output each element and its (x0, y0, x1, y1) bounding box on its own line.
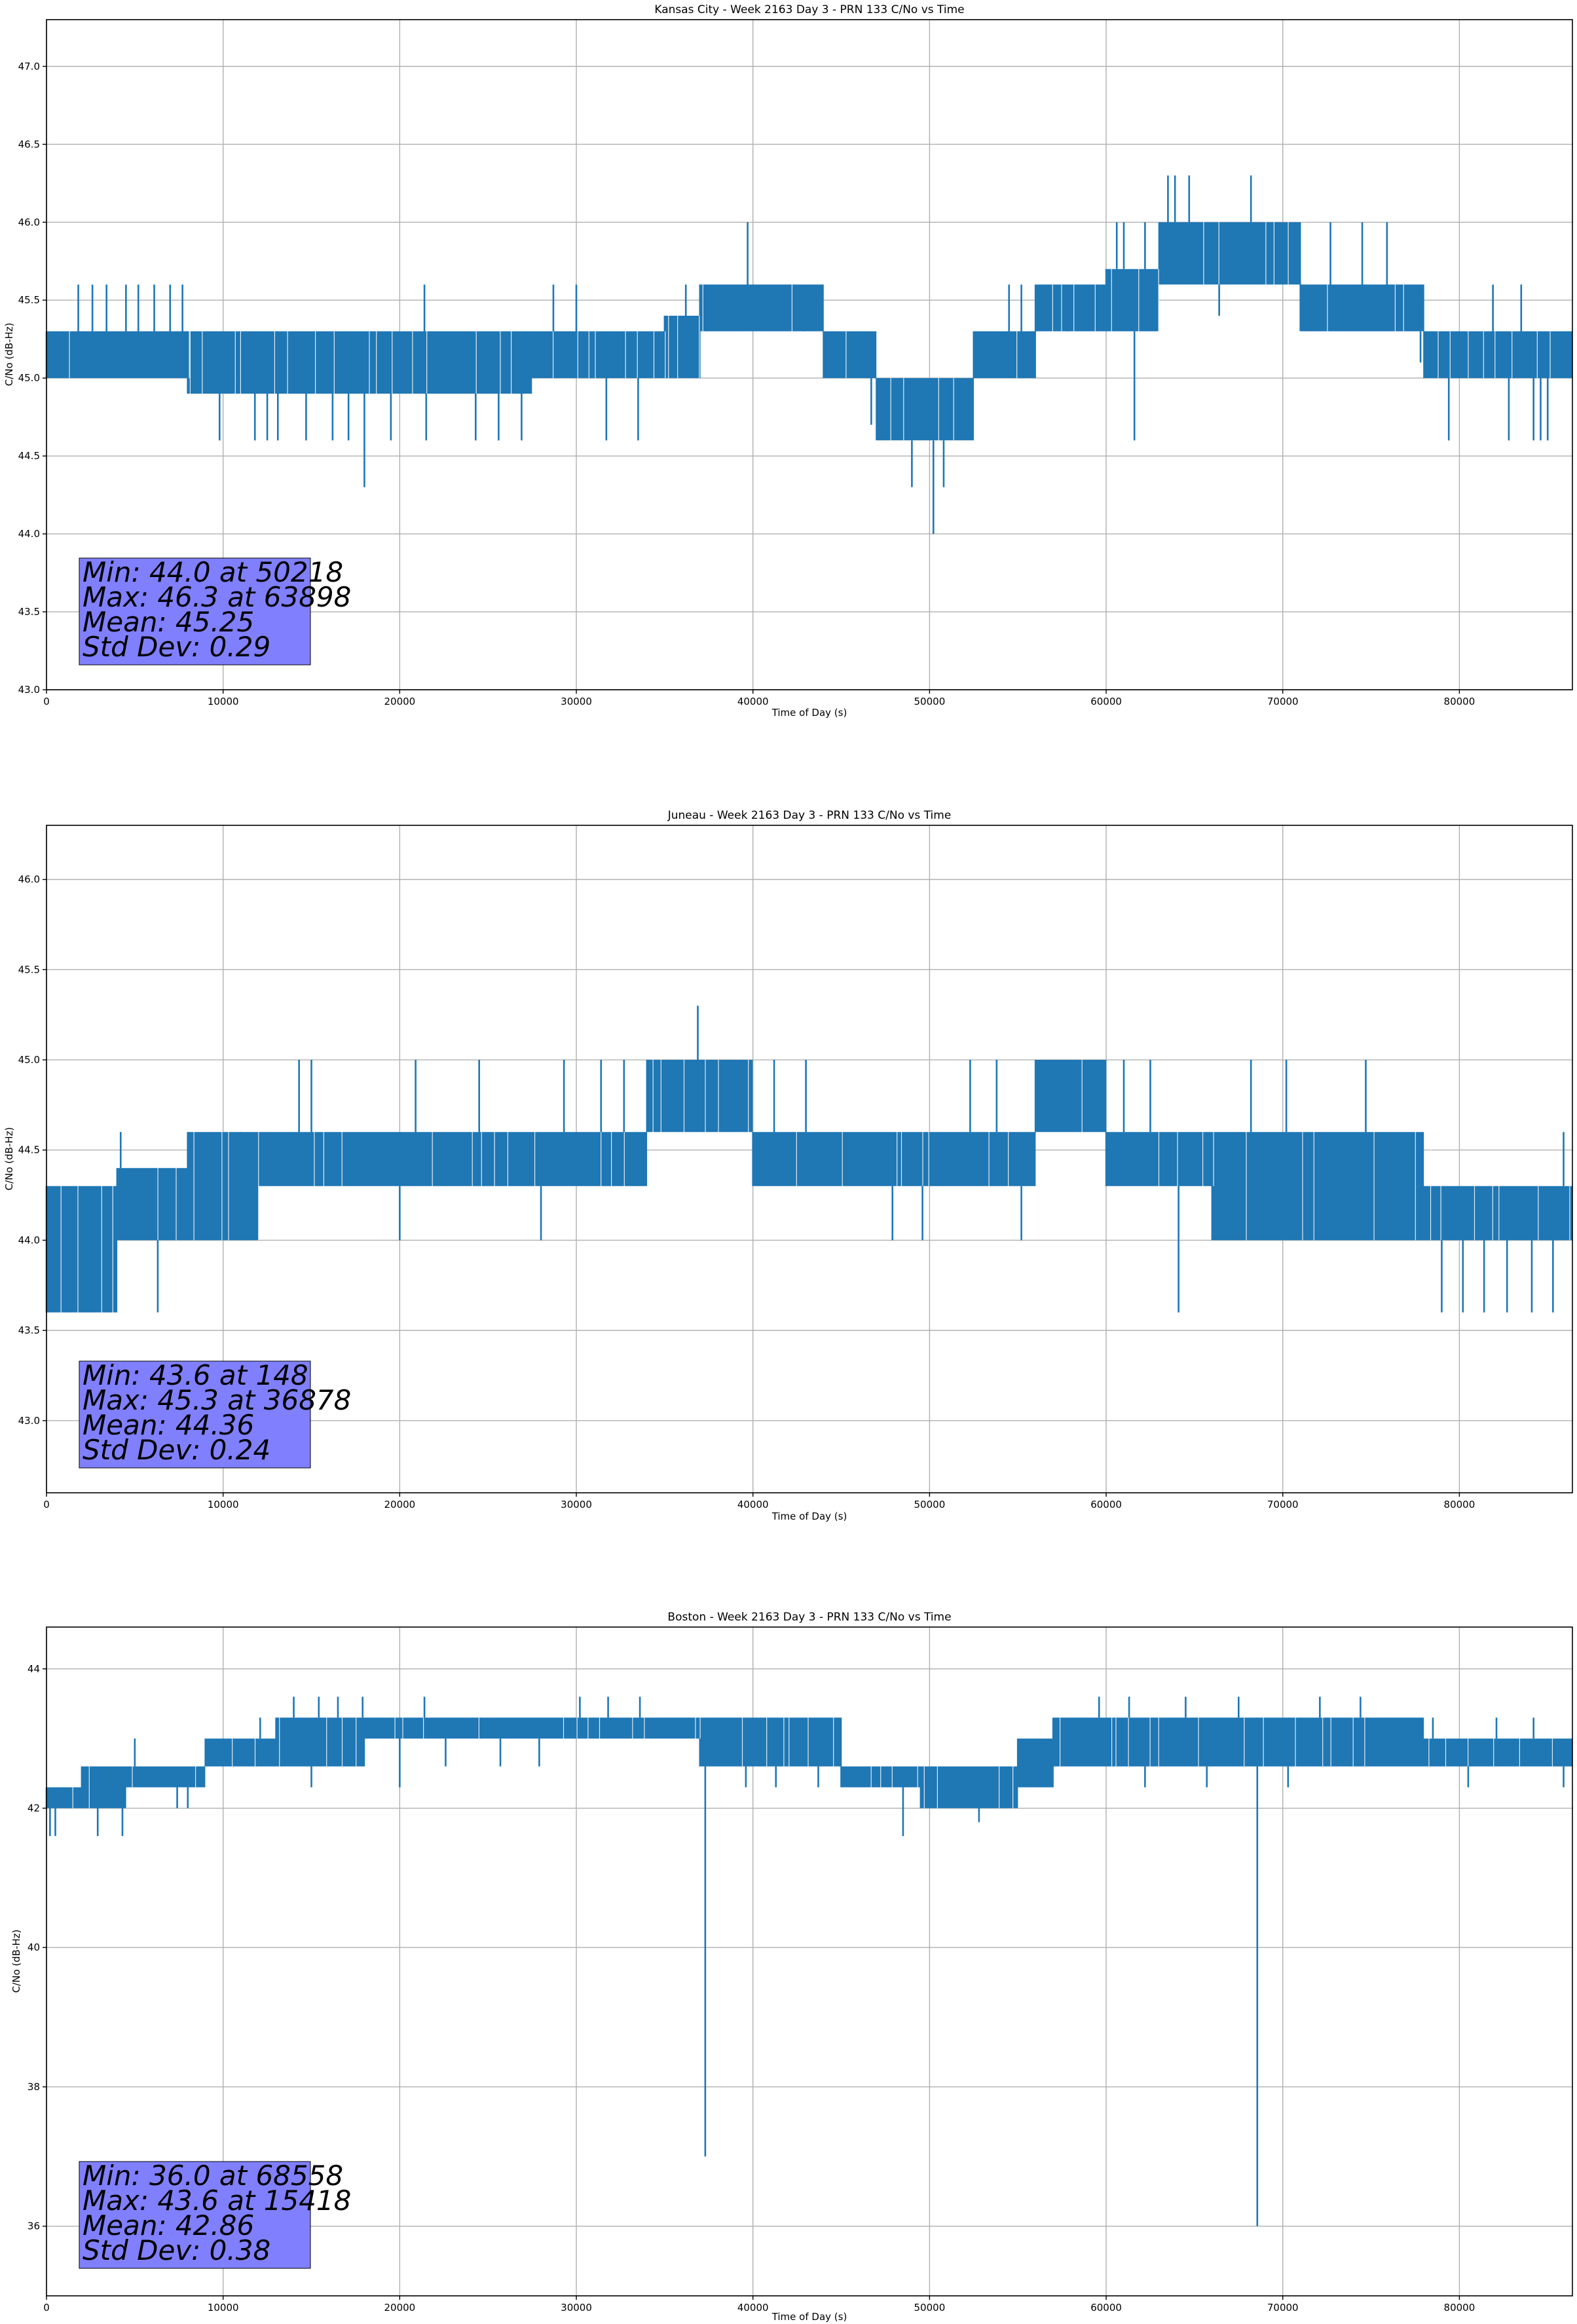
cno-trace-band (45, 222, 1572, 441)
y-tick-label: 46.0 (18, 874, 40, 886)
y-tick-label: 42 (28, 1803, 40, 1814)
x-tick-label: 20000 (384, 2302, 415, 2314)
y-tick-label: 46.0 (18, 216, 40, 228)
y-tick-label: 43.5 (18, 1324, 40, 1336)
chart-title: Juneau - Week 2163 Day 3 - PRN 133 C/No … (667, 809, 952, 822)
x-tick-label: 60000 (1090, 1499, 1122, 1510)
x-tick-labels: 0 10000 20000 30000 40000 50000 60000 70000 8000… (43, 696, 1475, 707)
x-tick-labels: 0 10000 20000 30000 40000 50000 60000 70000 8000… (43, 2302, 1475, 2314)
stats-min: Min: 44.0 at 50218 (83, 556, 343, 588)
y-tick-labels: 36 38 40 42 44 (28, 1663, 40, 2232)
x-tick-label: 50000 (914, 2302, 946, 2314)
cno-trace-band (45, 1060, 1572, 1313)
x-tick-label: 20000 (384, 696, 415, 707)
y-tick-label: 45.5 (18, 964, 40, 975)
stats-mean: Mean: 44.36 (83, 1409, 254, 1441)
y-tick-label: 44.0 (18, 1234, 40, 1246)
x-tick-label: 30000 (561, 2302, 592, 2314)
tick-marks (43, 66, 1460, 694)
x-tick-label: 70000 (1267, 696, 1299, 707)
chart-panel-kansas-city: Kansas City - Week 2163 Day 3 - PRN 133 … (3, 3, 1573, 719)
x-tick-label: 10000 (208, 696, 239, 707)
y-axis-label: C/No (dB-Hz) (3, 323, 15, 386)
x-tick-label: 80000 (1444, 696, 1475, 707)
y-tick-label: 47.0 (18, 60, 40, 72)
stats-min: Min: 43.6 at 148 (83, 1359, 308, 1391)
x-tick-label: 80000 (1444, 2302, 1475, 2314)
y-tick-label: 36 (28, 2221, 40, 2232)
x-tick-label: 0 (43, 2302, 50, 2314)
y-tick-label: 46.5 (18, 138, 40, 150)
y-tick-label: 44.0 (18, 528, 40, 540)
stats-box (79, 557, 311, 665)
x-tick-label: 40000 (737, 1499, 769, 1510)
x-tick-label: 60000 (1090, 2302, 1122, 2314)
y-tick-label: 43.0 (18, 1415, 40, 1427)
axes-frame (46, 19, 1573, 690)
x-tick-label: 30000 (561, 696, 592, 707)
y-axis-label: C/No (dB-Hz) (10, 1930, 22, 1993)
chart-title: Boston - Week 2163 Day 3 - PRN 133 C/No … (667, 1611, 951, 1624)
x-tick-label: 10000 (208, 2302, 239, 2314)
y-tick-labels: 43.0 43.5 44.0 44.5 45.0 45.5 46.0 46.5 47.0 (18, 60, 40, 696)
x-tick-label: 0 (43, 1499, 50, 1510)
x-axis-label: Time of Day (s) (771, 1510, 847, 1522)
x-tick-label: 50000 (914, 1499, 946, 1510)
stats-max: Max: 46.3 at 63898 (83, 581, 351, 613)
y-tick-label: 44.5 (18, 1144, 40, 1156)
y-tick-label: 45.0 (18, 372, 40, 384)
x-tick-label: 70000 (1267, 2302, 1299, 2314)
x-tick-labels: 0 10000 20000 30000 40000 50000 60000 70000 8000… (43, 1499, 1475, 1510)
y-tick-label: 44.5 (18, 450, 40, 462)
stats-mean: Mean: 45.25 (83, 606, 254, 638)
x-tick-label: 0 (43, 696, 50, 707)
x-tick-label: 80000 (1444, 1499, 1475, 1510)
stats-min: Min: 36.0 at 68558 (83, 2160, 343, 2192)
tick-marks (43, 878, 1460, 1497)
tick-marks (43, 1668, 1460, 2300)
y-axis-label: C/No (dB-Hz) (3, 1127, 15, 1191)
stats-max: Max: 43.6 at 15418 (83, 2184, 351, 2217)
plot-area (45, 175, 1572, 534)
x-tick-label: 40000 (737, 2302, 769, 2314)
x-tick-label: 10000 (208, 1499, 239, 1510)
chart-panel-juneau: Juneau - Week 2163 Day 3 - PRN 133 C/No … (3, 809, 1573, 1522)
stats-box (79, 2161, 311, 2269)
y-tick-label: 38 (28, 2081, 40, 2093)
x-tick-label: 70000 (1267, 1499, 1299, 1510)
axes-frame (46, 1626, 1573, 2296)
chart-panel-boston: Boston - Week 2163 Day 3 - PRN 133 C/No … (10, 1611, 1573, 2323)
y-tick-label: 45.5 (18, 294, 40, 306)
x-tick-label: 40000 (737, 696, 769, 707)
y-tick-label: 40 (28, 1941, 40, 1953)
y-tick-labels: 43.0 43.5 44.0 44.5 45.0 45.5 46.0 (18, 874, 40, 1427)
cno-trace-band (45, 1717, 1572, 1809)
x-tick-label: 50000 (914, 696, 946, 707)
y-tick-label: 43.5 (18, 606, 40, 618)
chart-title: Kansas City - Week 2163 Day 3 - PRN 133 … (654, 3, 964, 16)
y-tick-label: 43.0 (18, 684, 40, 696)
cno-trace-gaps (72, 1717, 1553, 1809)
stats-box (79, 1360, 311, 1469)
x-axis-label: Time of Day (s) (771, 707, 847, 719)
x-axis-label: Time of Day (s) (771, 2311, 847, 2323)
stats-mean: Mean: 42.86 (83, 2209, 254, 2241)
y-tick-label: 44 (28, 1663, 40, 1675)
plot-area (45, 1696, 1572, 2226)
x-tick-label: 60000 (1090, 696, 1122, 707)
stats-std-dev: Std Dev: 0.29 (83, 631, 270, 663)
plot-area (45, 1005, 1572, 1313)
x-tick-label: 20000 (384, 1499, 415, 1510)
x-tick-label: 30000 (561, 1499, 592, 1510)
stats-max: Max: 45.3 at 36878 (83, 1384, 351, 1416)
stats-std-dev: Std Dev: 0.24 (83, 1434, 270, 1466)
cno-trace-gaps (60, 1060, 1570, 1313)
cno-trace-gaps (69, 222, 1551, 441)
y-tick-label: 45.0 (18, 1054, 40, 1066)
axes-frame (46, 825, 1573, 1493)
stats-std-dev: Std Dev: 0.38 (83, 2234, 270, 2266)
